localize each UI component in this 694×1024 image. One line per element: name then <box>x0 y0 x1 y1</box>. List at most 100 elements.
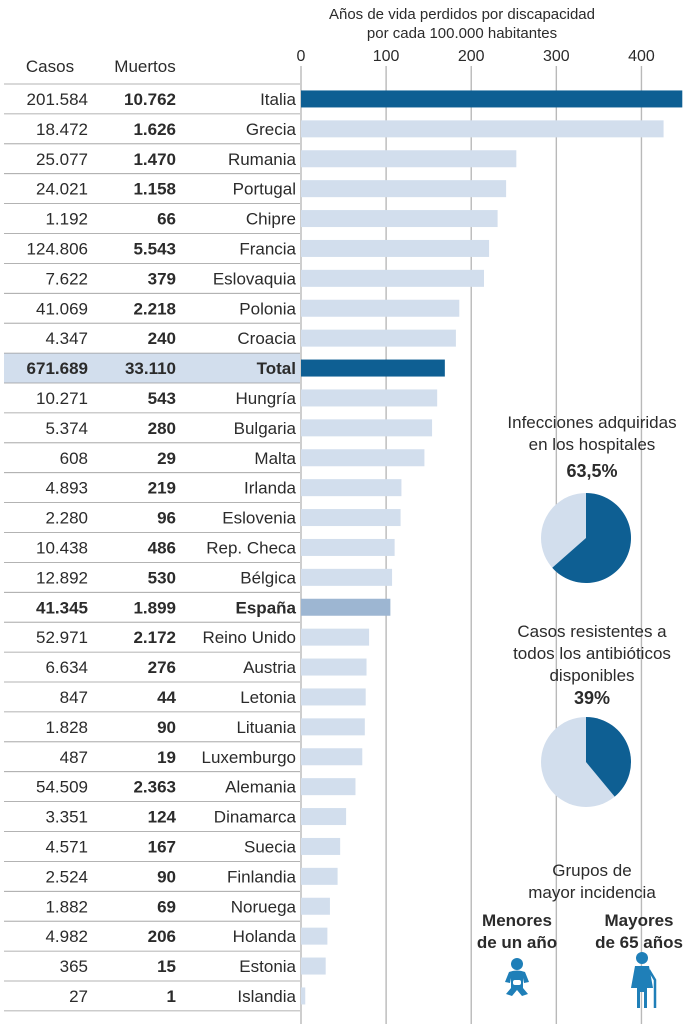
pie2-value: 39% <box>573 688 611 708</box>
bar <box>301 598 391 616</box>
pie2-label-line-3: disponibles <box>549 666 635 685</box>
x-tick-label: 0 <box>297 48 306 65</box>
cell-casos: 18.472 <box>36 120 88 139</box>
country-label: Croacia <box>237 329 296 348</box>
cell-muertos: 206 <box>148 927 176 946</box>
axis-title-line-2: por cada 100.000 habitantes <box>367 25 557 42</box>
pie2-label: Casos resistentes a todos los antibiótic… <box>492 621 692 709</box>
pie2 <box>541 717 631 807</box>
country-label: Rep. Checa <box>206 538 296 557</box>
cell-muertos: 530 <box>148 568 176 587</box>
groups-title-line-1: Grupos de <box>552 861 632 880</box>
group-left-line-1: Menores <box>482 911 552 930</box>
cell-casos: 24.021 <box>36 180 88 199</box>
cell-muertos: 167 <box>148 837 176 856</box>
cell-muertos: 19 <box>157 748 176 767</box>
cell-muertos: 219 <box>148 479 176 498</box>
axis-title-line-1: Años de vida perdidos por discapacidad <box>329 6 595 23</box>
pie1-label-line-2: en los hospitales <box>528 435 656 454</box>
pie1-label: Infecciones adquiridas en los hospitales… <box>492 412 692 482</box>
country-label: Lituania <box>236 718 296 737</box>
pie1-value: 63,5% <box>566 461 618 481</box>
x-tick-label: 200 <box>458 48 485 65</box>
cell-casos: 4.347 <box>45 329 88 348</box>
bar <box>301 210 498 228</box>
cell-muertos: 379 <box>148 269 176 288</box>
country-label: Finlandia <box>227 867 297 886</box>
cell-casos: 671.689 <box>27 359 88 378</box>
cell-muertos: 66 <box>157 210 176 229</box>
country-label: Eslovaquia <box>213 269 297 288</box>
groups-title-line-2: mayor incidencia <box>528 883 656 902</box>
pie2-label-line-2: todos los antibióticos <box>513 644 671 663</box>
cell-muertos: 1.470 <box>133 150 176 169</box>
bar <box>301 509 401 527</box>
cell-casos: 54.509 <box>36 778 88 797</box>
cell-casos: 2.524 <box>45 867 88 886</box>
bar <box>301 628 370 646</box>
cell-muertos: 543 <box>148 389 176 408</box>
country-label: Luxemburgo <box>201 748 296 767</box>
cell-muertos: 1 <box>167 987 176 1006</box>
cell-casos: 5.374 <box>45 419 88 438</box>
cell-casos: 41.345 <box>36 598 88 617</box>
bar <box>301 867 338 885</box>
bar <box>301 897 330 915</box>
groups-title: Grupos de mayor incidencia <box>492 860 692 904</box>
group-left-line-2: de un año <box>476 933 558 952</box>
bar <box>301 90 683 108</box>
bar <box>301 778 356 796</box>
cell-casos: 7.622 <box>45 269 88 288</box>
country-label: Letonia <box>240 688 296 707</box>
bar <box>301 568 393 586</box>
country-label: Chipre <box>246 210 296 229</box>
bar <box>301 329 456 347</box>
country-label: Alemania <box>225 778 296 797</box>
bar <box>301 718 365 736</box>
cell-casos: 4.982 <box>45 927 88 946</box>
bar <box>301 987 306 1005</box>
cell-muertos: 33.110 <box>125 359 176 378</box>
x-tick-label: 400 <box>628 48 655 65</box>
cell-muertos: 486 <box>148 538 176 557</box>
cell-muertos: 124 <box>148 808 177 827</box>
cell-muertos: 69 <box>157 897 176 916</box>
bar <box>301 748 363 766</box>
country-label: Islandia <box>237 987 296 1006</box>
bar <box>301 808 347 826</box>
bar <box>301 180 507 198</box>
cell-casos: 847 <box>60 688 88 707</box>
total-row-background <box>4 353 300 383</box>
column-header-casos: Casos <box>26 57 74 76</box>
group-right-label: Mayores de 65 años <box>584 910 694 954</box>
cell-muertos: 90 <box>157 867 176 886</box>
country-label: Grecia <box>246 120 297 139</box>
country-label: Hungría <box>236 389 297 408</box>
group-right-line-1: Mayores <box>604 911 674 930</box>
country-label: Total <box>257 359 296 378</box>
cell-casos: 1.828 <box>45 718 88 737</box>
cell-muertos: 90 <box>157 718 176 737</box>
pie1-filled-slice <box>552 493 632 583</box>
cell-muertos: 29 <box>157 449 176 468</box>
country-label: España <box>236 598 297 617</box>
cell-casos: 608 <box>60 449 88 468</box>
bar <box>301 120 664 138</box>
country-label: Eslovenia <box>222 509 296 528</box>
country-label: Noruega <box>231 897 297 916</box>
country-label: Italia <box>260 90 296 109</box>
country-label: Reino Unido <box>202 628 296 647</box>
country-label: Malta <box>254 449 296 468</box>
group-right-line-2: de 65 años <box>595 933 683 952</box>
baby-icon <box>505 958 529 996</box>
country-label: Irlanda <box>244 479 297 498</box>
cell-muertos: 280 <box>148 419 176 438</box>
cell-casos: 487 <box>60 748 88 767</box>
country-label: Estonia <box>239 957 296 976</box>
bar <box>301 389 438 407</box>
cell-muertos: 1.158 <box>133 180 176 199</box>
cell-muertos: 2.363 <box>133 778 176 797</box>
cell-casos: 1.192 <box>45 210 88 229</box>
bar <box>301 658 367 676</box>
bar <box>301 299 460 317</box>
